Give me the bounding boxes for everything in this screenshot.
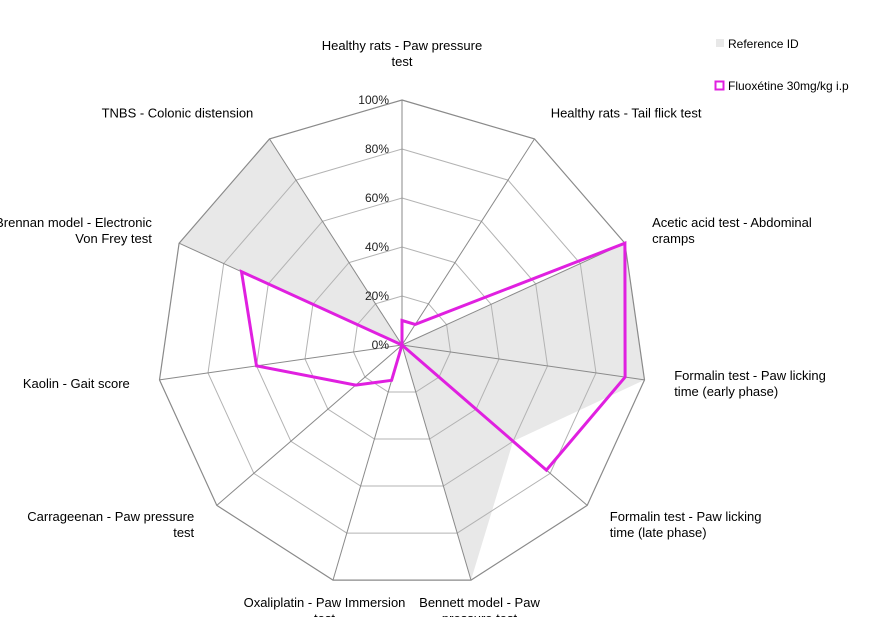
axis-label-line: Formalin test - Paw licking: [610, 509, 762, 524]
axis-label-line: Formalin test - Paw licking: [674, 368, 826, 383]
axis-label: Healthy rats - Tail flick test: [551, 106, 702, 121]
tick-label: 100%: [358, 93, 389, 107]
grid-ring: [352, 295, 452, 393]
grid-spoke: [401, 344, 472, 581]
axis-label-line: Carrageenan - Paw pressure: [27, 509, 194, 524]
axis-label: Brennan model - Electronic Von Frey test: [0, 215, 152, 246]
grid-ring: [207, 148, 597, 534]
axis-label: TNBS - Colonic distension: [102, 106, 254, 121]
grid-ring: [158, 99, 646, 581]
axis-label: Carrageenan - Paw pressure test: [27, 509, 194, 540]
axis-label: Kaolin - Gait score: [23, 376, 130, 391]
grid-spoke: [401, 242, 626, 346]
axis-label-line: Acetic acid test - Abdominal: [652, 215, 812, 230]
axis-label-line: time (late phase): [610, 525, 707, 540]
axis-label-line: test: [173, 525, 194, 540]
tick-labels-layer: 0% 20% 40% 60% 80% 100%: [358, 93, 389, 352]
grid-spoke: [332, 344, 403, 581]
axis-label-line: Healthy rats - Paw pressure: [322, 38, 482, 53]
grid-spoke: [216, 344, 403, 506]
axis-label-line: test: [392, 54, 413, 69]
axis-label-line: Bennett model - Paw: [419, 595, 540, 610]
tick-label: 40%: [365, 240, 389, 254]
axis-label-line: Von Frey test: [75, 231, 152, 246]
legend-swatch-reference: [716, 39, 724, 47]
series-layer: [239, 241, 627, 473]
grid-ring: [255, 197, 549, 487]
axis-label-line: Healthy rats - Tail flick test: [551, 106, 702, 121]
axis-label-line: cramps: [652, 231, 695, 246]
axis-label-line: Brennan model - Electronic: [0, 215, 152, 230]
tick-label: 80%: [365, 142, 389, 156]
axis-label: Healthy rats - Paw pressure test: [322, 38, 482, 69]
axis-label-line: pressure test: [442, 611, 518, 617]
tick-label: 20%: [365, 289, 389, 303]
legend: Reference ID Fluoxétine 30mg/kg i.p: [714, 37, 849, 93]
axis-label: Formalin test - Paw licking time (late ph…: [610, 509, 762, 540]
axis-label: Formalin test - Paw licking time (early p…: [674, 368, 826, 399]
axis-label-line: Kaolin - Gait score: [23, 376, 130, 391]
tick-label: 60%: [365, 191, 389, 205]
fluoxetine-series-line: [239, 241, 627, 473]
axis-label-line: Oxaliplatin - Paw Immersion: [244, 595, 406, 610]
axis-label: Oxaliplatin - Paw Immersiontest: [244, 595, 406, 617]
reference-area-layer: [179, 138, 645, 581]
tick-label: 0%: [372, 338, 390, 352]
grid-spoke: [401, 138, 535, 346]
legend-swatch-fluoxetine: [714, 80, 725, 91]
axis-label-line: TNBS - Colonic distension: [102, 106, 254, 121]
legend-label-reference: Reference ID: [728, 37, 799, 51]
reference-series-area: [179, 138, 645, 581]
grid-spoke: [401, 344, 645, 381]
axis-label-line: time (early phase): [674, 384, 778, 399]
grid-spoke: [159, 344, 403, 381]
grid-spoke: [269, 138, 403, 346]
axis-label-line: test: [314, 611, 335, 617]
axis-label: Acetic acid test - Abdominal cramps: [652, 215, 812, 246]
legend-label-fluoxetine: Fluoxétine 30mg/kg i.p: [728, 79, 849, 93]
